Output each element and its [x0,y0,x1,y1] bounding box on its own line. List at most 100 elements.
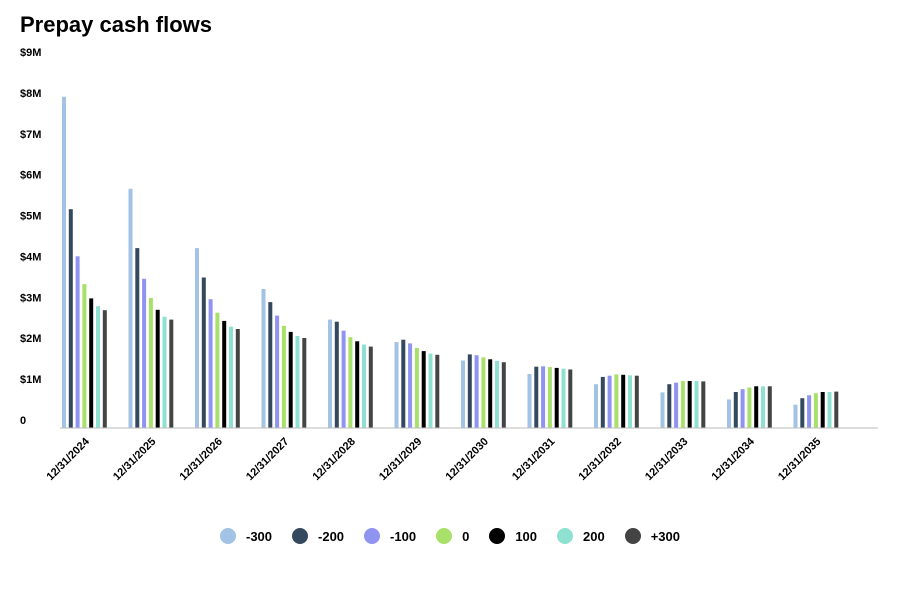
bar [414,347,419,428]
bar [368,346,373,428]
bar [261,289,266,428]
bar-group [328,319,373,428]
x-tick-label: 12/31/2030 [444,436,491,483]
legend-item: -100 [364,528,416,544]
bar [461,360,465,428]
x-tick-label: 12/31/2032 [577,436,624,483]
bar [834,391,839,428]
bar [201,277,206,428]
chart-title: Prepay cash flows [20,12,212,37]
bar [128,188,133,428]
bar [701,381,706,428]
x-tick-label: 12/31/2026 [178,436,225,483]
bar [302,338,307,428]
bar [680,381,685,428]
bar [75,256,80,428]
bar [607,375,612,428]
bar [800,398,805,428]
legend-item: 100 [489,528,537,544]
bar [660,392,665,428]
y-tick-label: $3M [20,292,41,304]
bar-group [195,248,240,428]
bar [634,375,639,428]
bar [401,339,406,428]
x-tick-label: 12/31/2035 [776,436,823,483]
bar [68,209,73,428]
bar [102,310,107,428]
bar [235,329,240,428]
bar [807,395,812,428]
y-tick-label: $4M [20,251,41,263]
bar [142,278,147,428]
bar [288,331,293,428]
bar [229,326,233,428]
bar [827,392,832,428]
y-tick-label: $1M [20,374,41,386]
bar [481,357,486,428]
y-tick-label: $8M [20,88,41,100]
bar [281,325,286,428]
bar [295,336,300,428]
x-tick-label: 12/31/2031 [510,436,557,483]
bar [169,319,174,428]
legend-item: -200 [292,528,344,544]
bar-group [128,188,174,428]
bar [554,367,559,428]
bar [89,298,94,428]
bar-group [261,289,307,428]
legend-item: +300 [624,528,681,544]
bar [341,330,346,428]
bar [148,298,153,428]
bar [740,389,745,428]
bar [541,366,546,428]
bar [348,337,353,428]
x-tick-label: 12/31/2033 [643,436,690,483]
bar [761,386,765,428]
legend-swatch-icon [364,528,381,544]
bar [501,362,506,428]
bar [747,387,752,428]
legend: -300 -200 -100 0 100 200 +300 [0,522,900,550]
legend-item: 200 [557,528,605,544]
bar [62,96,66,429]
bar-group [793,391,839,428]
legend-label: 0 [462,528,470,544]
x-tick-label: 12/31/2025 [111,436,158,483]
bar [568,369,573,428]
bar [328,319,332,428]
bar [195,248,199,428]
legend-swatch-icon [489,528,506,544]
legend-label: 200 [583,528,605,544]
legend-label: -300 [245,528,273,544]
bar [527,374,532,428]
legend-label: +300 [650,528,681,544]
bar-chart: 0$1M$2M$3M$4M$5M$6M$7M$8M$9M 12/31/2024 1… [20,47,878,483]
y-tick-label: $5M [20,211,41,223]
bar [135,248,140,428]
bar [334,321,339,428]
legend-label: 100 [515,528,538,544]
bar [694,381,699,428]
bar [355,341,360,428]
legend-item: -300 [219,528,273,544]
bar [754,386,759,428]
x-tick-label: 12/31/2024 [45,435,93,483]
y-tick-label: $6M [20,170,41,182]
bar [275,315,280,428]
bar [428,353,433,428]
x-tick-label: 12/31/2027 [244,436,291,483]
bar [435,354,440,428]
bar [82,284,87,428]
legend-swatch-icon [624,528,641,544]
bar [628,375,632,428]
bar [162,316,167,428]
legend-swatch-icon [557,528,574,544]
bar [534,366,539,428]
bar-group [62,96,107,429]
bar [667,384,672,428]
y-tick-label: 0 [20,415,26,427]
y-tick-label: $9M [20,47,41,59]
bar [600,376,605,428]
bar [467,354,472,428]
bar-group [394,339,440,428]
